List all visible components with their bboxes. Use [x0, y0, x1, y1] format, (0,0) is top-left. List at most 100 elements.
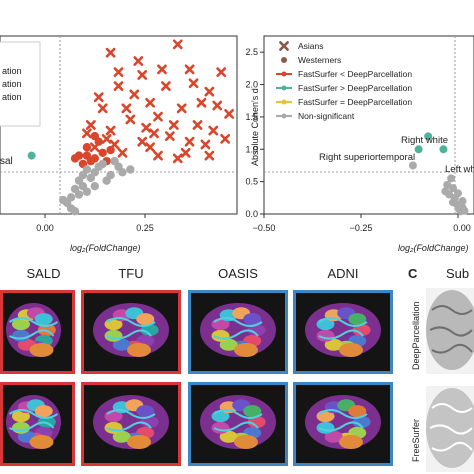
panel-c: C Sub DeepParcellation FreeSurfer: [408, 266, 474, 472]
left-point-s2-17: [82, 187, 92, 196]
left-point-s0-3-stroke: [184, 64, 195, 75]
left-point-s0-24: [93, 92, 104, 103]
left-legend-fragment-2: ation: [2, 79, 22, 89]
left-xtick-label-0: 0.00: [36, 223, 54, 233]
left-point-s0-18-stroke: [145, 142, 155, 153]
brain-sulci-1-1: [106, 409, 156, 432]
left-point-s0-4: [204, 86, 215, 97]
brain-region-3-1-8: [348, 405, 367, 418]
brain-region-2-1-0: [247, 416, 266, 428]
left-point-s0-33-stroke: [101, 134, 112, 144]
left-legend-fragment-1: ation: [2, 66, 22, 76]
dataset-title-0: SALD: [27, 266, 61, 281]
brain-region-3-1-0: [352, 416, 371, 428]
left-point-s0-7-stroke: [113, 81, 124, 91]
right-ytick-label-2: 1.0: [245, 144, 258, 154]
left-point-s1-1: [82, 143, 92, 152]
left-point-s0-20: [208, 125, 219, 136]
left-point-s0-35-stroke: [133, 56, 144, 66]
right-legend-label-2: FastSurfer < DeepParcellation: [298, 69, 412, 79]
left-annotation-sal: sal: [0, 156, 13, 167]
right-legend: Asians Westerners FastSurfer < DeepParcell…: [276, 41, 412, 121]
brain-region-1-0-8: [136, 313, 155, 326]
right-legend-dot-4: [281, 99, 287, 105]
left-point-s0-22: [161, 81, 171, 91]
brain-sulci-0-1: [8, 409, 59, 432]
left-point-s0-2: [172, 39, 183, 50]
left-point-s2-21: [118, 168, 127, 177]
left-point-s0-31: [149, 128, 159, 139]
right-point-s0-2: [439, 145, 448, 154]
left-point-s0-25: [196, 97, 207, 108]
left-point-s0-8: [97, 103, 108, 114]
left-point-s0-7: [113, 81, 124, 91]
brain-sulci-2-0: [213, 317, 263, 340]
left-point-s0-41: [113, 67, 124, 78]
left-point-s0-40-stroke: [220, 134, 231, 144]
left-point-s0-18: [145, 142, 155, 153]
right-point-s1-14: [449, 198, 457, 207]
right-point-s1-11: [408, 161, 417, 170]
left-point-s0-16-stroke: [85, 120, 96, 130]
right-plot-frame: [263, 35, 474, 215]
left-point-s0-33: [101, 134, 112, 144]
right-xtick-label-0: −0.50: [253, 223, 276, 233]
right-point-s1-9: [443, 180, 452, 189]
left-point-s0-17-stroke: [117, 147, 128, 158]
brain-sulci-1-0: [106, 317, 156, 340]
left-point-s0-11-stroke: [176, 103, 187, 114]
brain-region-1-1-3: [112, 430, 131, 443]
left-point-s0-12-stroke: [192, 120, 203, 130]
left-point-s1-8: [70, 154, 80, 163]
right-ytick-label-4: 2.0: [245, 80, 258, 90]
brain-sulci-0-0: [8, 317, 59, 340]
left-point-s0-0-stroke: [105, 47, 116, 58]
left-point-s0-25-stroke: [196, 97, 207, 108]
left-point-s0-14: [137, 136, 148, 147]
left-point-s0-21: [224, 108, 234, 119]
brain-cerebellum-2-0: [234, 343, 258, 357]
left-point-s0-16: [85, 120, 96, 130]
left-legend-box: [0, 41, 41, 127]
left-point-s0-41-stroke: [113, 67, 124, 78]
brain-region-2-0-3: [219, 338, 238, 351]
left-point-s0-4-stroke: [204, 86, 215, 97]
panel-c-row-label-deep: DeepParcellation: [411, 301, 421, 370]
brain-region-2-1-3: [219, 430, 238, 443]
left-point-s0-1: [137, 70, 148, 80]
brain-region-0-1-8: [34, 405, 53, 418]
brain-cell-2-0: [188, 290, 288, 374]
left-point-s2-20: [110, 156, 119, 166]
left-point-s0-9: [125, 114, 136, 125]
brain-cell-1-1: [81, 382, 181, 466]
left-point-s0-32: [121, 103, 132, 114]
right-legend-marker-1: [281, 57, 287, 63]
right-xlabel: log₂(FoldChange): [398, 243, 468, 253]
panel-c-brain-deep: [426, 288, 474, 374]
left-point-s0-0: [105, 47, 116, 58]
brain-cerebellum-1-1: [127, 435, 151, 449]
left-point-s0-10-stroke: [153, 111, 163, 122]
brain-cell-1-0: [81, 290, 181, 374]
left-point-s1-10: [90, 131, 100, 141]
left-point-s0-43: [153, 150, 163, 161]
left-point-s0-30: [200, 139, 211, 150]
brain-parcellation-grid: SALD TFU OASIS ADNI: [0, 266, 393, 466]
left-point-s0-26-stroke: [168, 120, 179, 130]
right-legend-label-4: FastSurfer = DeepParcellation: [298, 97, 412, 107]
left-point-s2-9: [74, 190, 84, 199]
left-point-s2-12: [98, 159, 107, 169]
left-point-s2-4: [82, 165, 92, 174]
panel-c-row-label-free: FreeSurfer: [411, 419, 421, 462]
brain-region-3-0-3: [324, 338, 343, 351]
left-point-s0-21-stroke: [224, 108, 234, 119]
right-point-s1-12: [453, 189, 462, 198]
left-point-s0-29: [180, 147, 191, 158]
left-point-s0-39: [172, 153, 183, 164]
left-point-s0-31-stroke: [149, 128, 159, 139]
panel-c-title: Sub: [446, 266, 469, 281]
brain-cerebellum-0-0: [29, 343, 54, 357]
right-annotation-left-white: Left whi: [445, 164, 474, 175]
left-point-s0-20-stroke: [208, 125, 219, 136]
